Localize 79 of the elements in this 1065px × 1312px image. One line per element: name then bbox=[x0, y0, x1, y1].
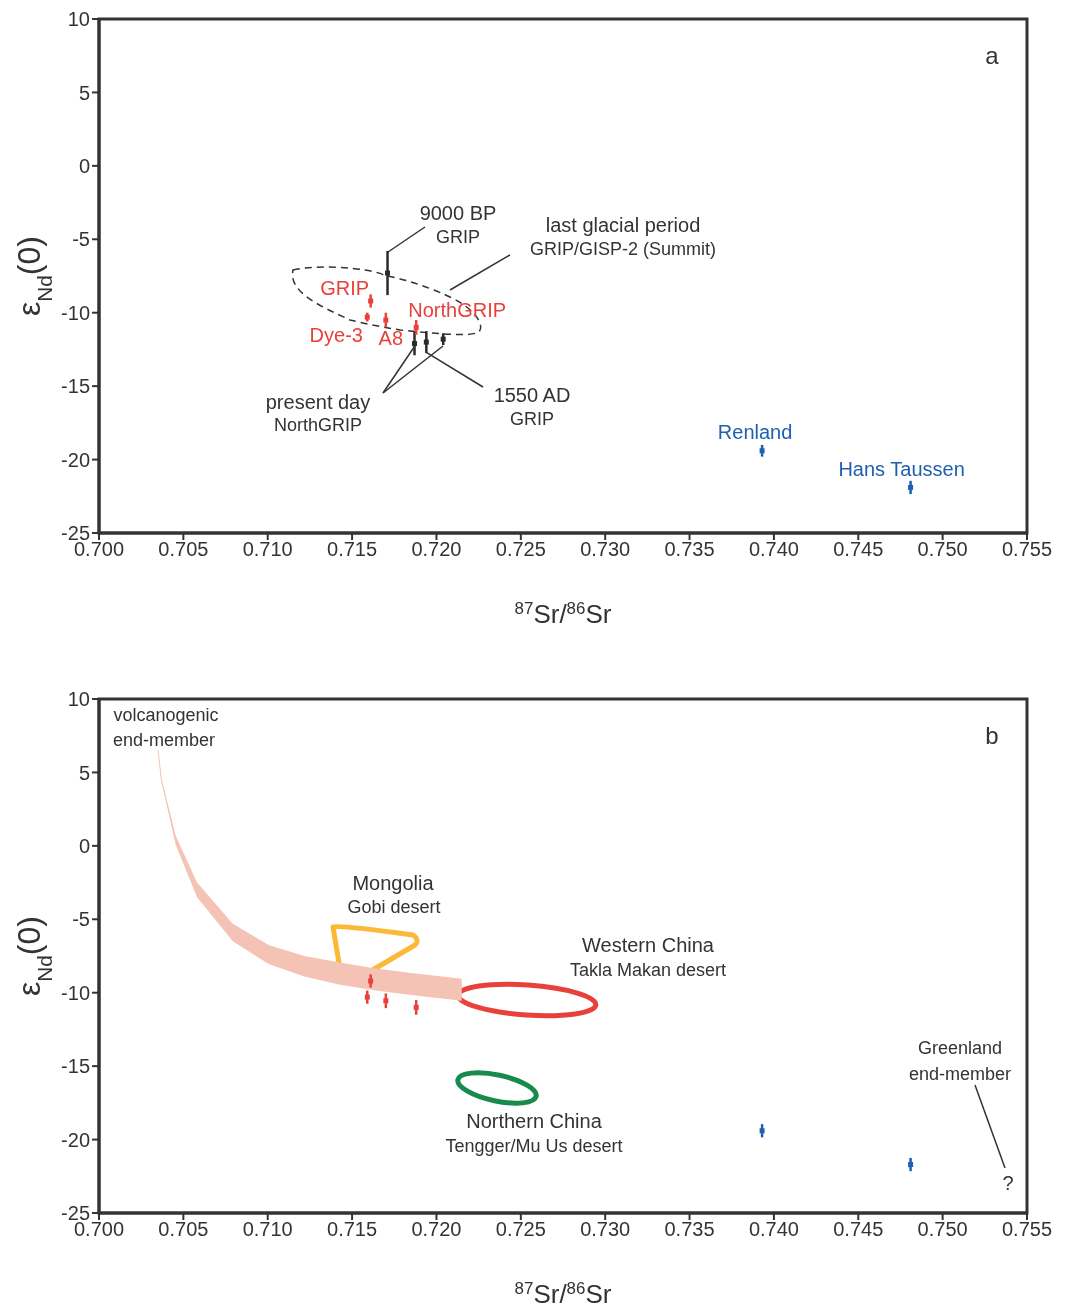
series-label: GRIP bbox=[320, 276, 370, 299]
annotation: Tengger/Mu Us desert bbox=[445, 1136, 623, 1156]
annotation: last glacial period bbox=[545, 214, 701, 236]
annotation: Greenland bbox=[917, 1038, 1003, 1058]
annotation: Gobi desert bbox=[347, 897, 441, 917]
x-tick-label: 0.710 bbox=[242, 538, 293, 561]
x-tick-label: 0.740 bbox=[748, 538, 799, 561]
point bbox=[908, 1162, 914, 1168]
x-axis-title: $^{87}$Sr/$^{86}$Sr bbox=[514, 598, 612, 629]
annotation: end-member bbox=[908, 1064, 1012, 1084]
annotation: GRIP bbox=[435, 227, 481, 247]
point bbox=[368, 298, 374, 304]
annotation: Western China bbox=[582, 934, 715, 956]
point bbox=[364, 994, 370, 1000]
point bbox=[383, 998, 389, 1004]
x-tick-label: 0.750 bbox=[917, 1218, 968, 1241]
series-label: A8 bbox=[378, 327, 404, 350]
y-tick-label: -20 bbox=[61, 448, 90, 471]
x-axis-title: $^{87}$Sr/$^{86}$Sr bbox=[514, 1278, 612, 1309]
point bbox=[383, 317, 389, 323]
x-tick-label: 0.715 bbox=[327, 1218, 378, 1241]
point bbox=[423, 339, 429, 345]
x-tick-label: 0.730 bbox=[580, 538, 631, 561]
point bbox=[385, 270, 391, 276]
x-tick-label: 0.745 bbox=[833, 538, 884, 561]
y-tick-label: -15 bbox=[61, 1055, 90, 1078]
x-tick-label: 0.725 bbox=[495, 538, 546, 561]
series-label: NorthGRIP bbox=[408, 299, 507, 322]
y-tick-label: -15 bbox=[61, 375, 90, 398]
annotation: GRIP/GISP-2 (Summit) bbox=[529, 239, 717, 259]
annotation: end-member bbox=[112, 730, 216, 750]
x-tick-label: 0.735 bbox=[664, 1218, 715, 1241]
point bbox=[759, 1128, 765, 1134]
annotation: 1550 AD bbox=[493, 384, 571, 406]
x-tick-label: 0.735 bbox=[664, 538, 715, 561]
x-tick-label: 0.710 bbox=[242, 1218, 293, 1241]
x-tick-label: 0.740 bbox=[748, 1218, 799, 1241]
point bbox=[368, 978, 374, 984]
y-tick-label: -20 bbox=[61, 1128, 90, 1151]
x-tick-label: 0.725 bbox=[495, 1218, 546, 1241]
x-tick-label: 0.720 bbox=[411, 538, 462, 561]
x-tick-label: 0.755 bbox=[1001, 538, 1053, 561]
series-label: Renland bbox=[717, 420, 793, 443]
y-tick-label: 5 bbox=[78, 81, 90, 104]
annotation: Mongolia bbox=[352, 872, 435, 894]
point bbox=[413, 1004, 419, 1010]
y-tick-label: -10 bbox=[61, 981, 90, 1004]
y-tick-label: 10 bbox=[67, 688, 90, 711]
annotation: GRIP bbox=[509, 409, 555, 429]
annotation: Takla Makan desert bbox=[569, 960, 727, 980]
point bbox=[413, 324, 419, 330]
point bbox=[759, 448, 765, 454]
series-label: Hans Taussen bbox=[838, 458, 965, 481]
x-tick-label: 0.720 bbox=[411, 1218, 462, 1241]
annotation: 9000 BP bbox=[419, 202, 497, 224]
annotation: volcanogenic bbox=[113, 705, 219, 725]
y-tick-label: 5 bbox=[78, 761, 90, 784]
y-tick-label: 0 bbox=[78, 834, 90, 857]
series-label: Dye-3 bbox=[309, 324, 363, 347]
annotation: present day bbox=[265, 391, 371, 413]
x-tick-label: 0.730 bbox=[580, 1218, 631, 1241]
x-tick-label: 0.750 bbox=[917, 538, 968, 561]
x-tick-label: 0.705 bbox=[158, 538, 209, 561]
y-tick-label: -10 bbox=[61, 301, 90, 324]
annotation: NorthGRIP bbox=[273, 415, 363, 435]
x-tick-label: 0.715 bbox=[327, 538, 378, 561]
annotation: b bbox=[985, 721, 999, 749]
y-tick-label: 0 bbox=[78, 154, 90, 177]
y-tick-label: -5 bbox=[72, 908, 90, 931]
annotation: a bbox=[985, 41, 1000, 69]
point bbox=[908, 484, 914, 490]
annotation: Northern China bbox=[466, 1110, 603, 1132]
x-tick-label: 0.755 bbox=[1001, 1218, 1053, 1241]
y-tick-label: 10 bbox=[67, 8, 90, 31]
y-tick-label: -5 bbox=[72, 228, 90, 251]
x-tick-label: 0.705 bbox=[158, 1218, 209, 1241]
x-tick-label: 0.745 bbox=[833, 1218, 884, 1241]
point bbox=[412, 341, 418, 347]
annotation: ? bbox=[1002, 1172, 1014, 1194]
